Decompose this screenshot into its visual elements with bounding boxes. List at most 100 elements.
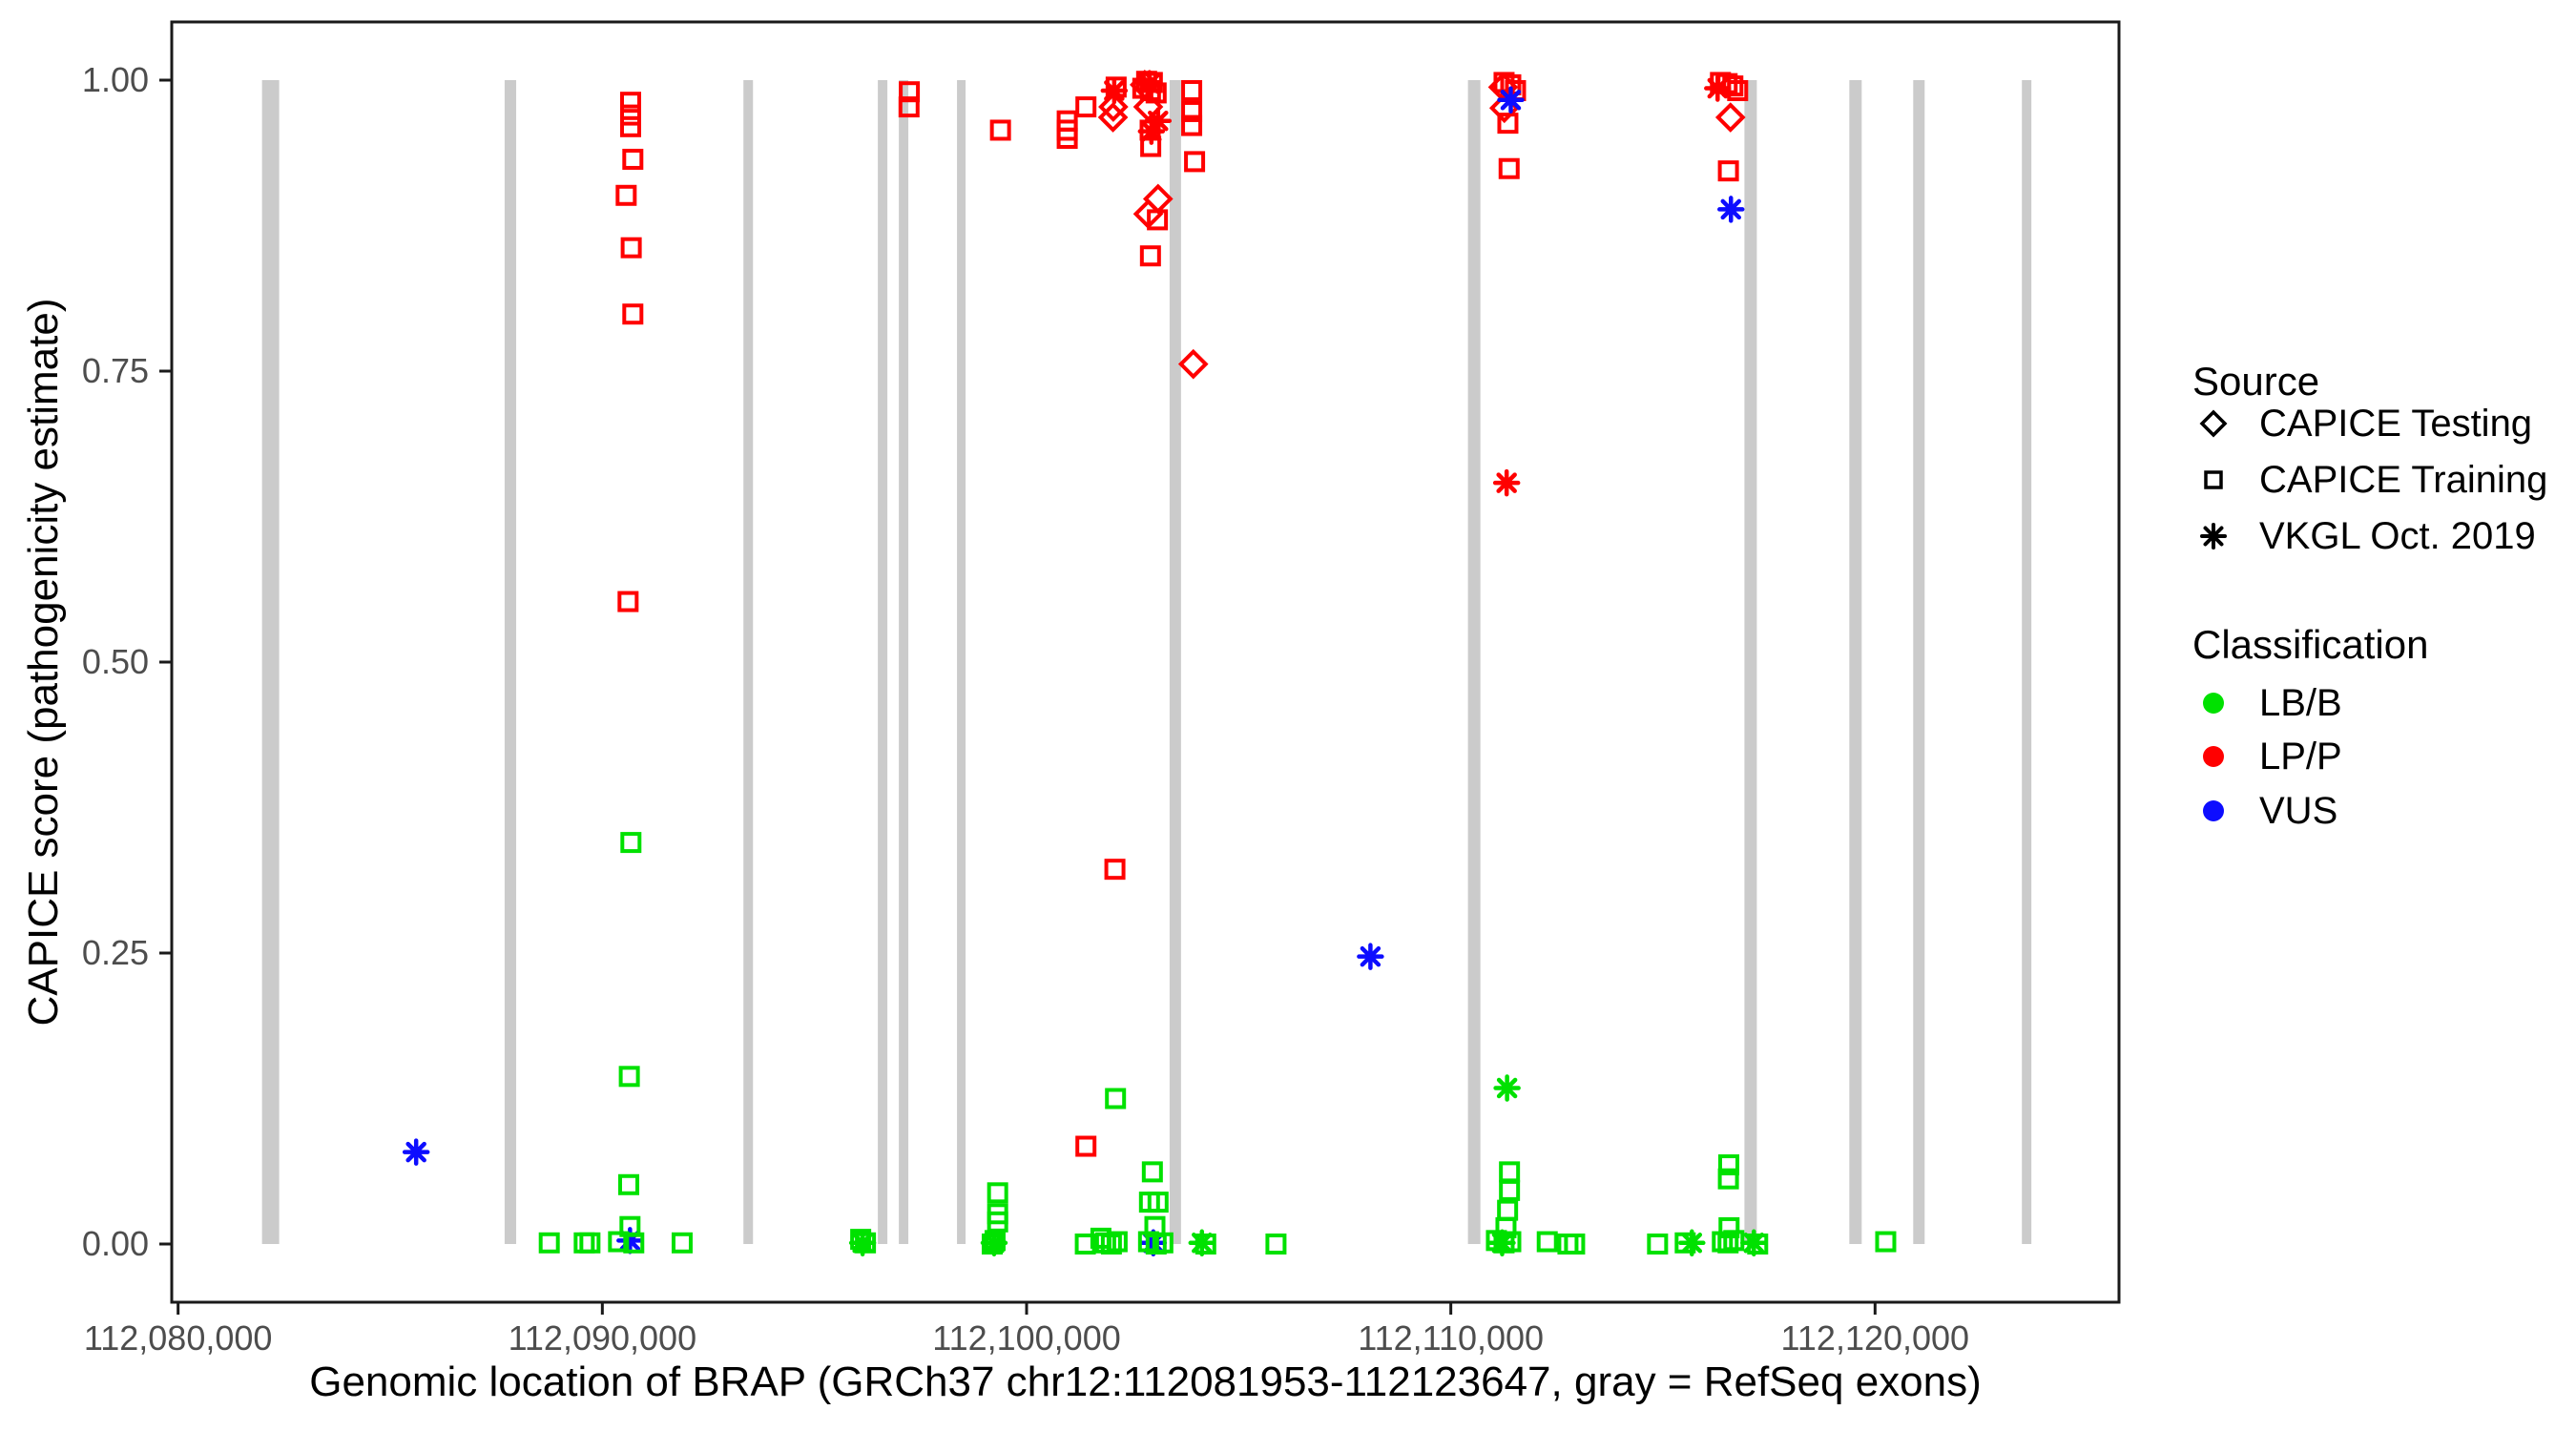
data-point-square bbox=[1875, 1231, 1897, 1253]
data-point-square bbox=[1564, 1234, 1586, 1255]
data-point-square bbox=[899, 81, 921, 103]
data-point-asterisk bbox=[1100, 76, 1129, 105]
legend-item-label: LB/B bbox=[2259, 681, 2342, 724]
data-point-diamond bbox=[1132, 198, 1164, 230]
legend-item-label: VUS bbox=[2259, 789, 2338, 832]
refseq-exon-bar bbox=[1169, 80, 1181, 1244]
refseq-exon-bar bbox=[1849, 80, 1862, 1244]
data-point-square bbox=[573, 1232, 595, 1254]
asterisk-icon bbox=[2200, 523, 2227, 550]
legend-item-label: CAPICE Testing bbox=[2259, 402, 2533, 445]
data-point-square bbox=[1181, 100, 1203, 122]
refseq-exon-bar bbox=[878, 80, 888, 1244]
data-point-square bbox=[615, 184, 637, 206]
data-point-square bbox=[1717, 1168, 1739, 1190]
data-point-square bbox=[1498, 157, 1520, 179]
legend-item-lpp: LP/P bbox=[2187, 734, 2342, 779]
data-point-square bbox=[1497, 1199, 1519, 1221]
x-tick-label: 112,090,000 bbox=[509, 1318, 697, 1358]
data-point-square bbox=[622, 303, 644, 325]
data-point-square bbox=[1557, 1234, 1579, 1255]
y-tick-label: 1.00 bbox=[82, 60, 149, 99]
data-point-diamond bbox=[1097, 102, 1129, 133]
data-point-square bbox=[1105, 1088, 1127, 1110]
data-point-square bbox=[1722, 75, 1744, 97]
y-tick-label: 0.00 bbox=[82, 1224, 149, 1263]
legend-item-label: VKGL Oct. 2019 bbox=[2259, 514, 2536, 557]
x-tick-label: 112,110,000 bbox=[1358, 1318, 1544, 1358]
data-point-square bbox=[1499, 1179, 1521, 1201]
legend-classification-title: Classification bbox=[2192, 622, 2429, 667]
x-tick-label: 112,120,000 bbox=[1781, 1318, 1970, 1358]
legend-item-label: LP/P bbox=[2259, 735, 2342, 778]
data-point-diamond bbox=[1142, 183, 1174, 215]
data-point-asterisk bbox=[1135, 70, 1164, 97]
data-point-square bbox=[898, 96, 920, 118]
data-point-asterisk bbox=[1678, 1229, 1706, 1257]
legend-item-label: CAPICE Training bbox=[2259, 458, 2548, 501]
data-point-square bbox=[1184, 151, 1206, 173]
vus-dot-icon bbox=[2203, 800, 2224, 821]
y-tick-label: 0.75 bbox=[82, 351, 149, 390]
diamond-icon bbox=[2199, 409, 2228, 438]
data-point-square bbox=[619, 115, 641, 137]
legend: Source CAPICE Testing CAPICE Training VK… bbox=[2187, 0, 2568, 1431]
data-point-square bbox=[617, 591, 639, 612]
legend-item-capice-training: CAPICE Training bbox=[2187, 457, 2547, 503]
data-point-diamond bbox=[1098, 92, 1129, 122]
refseq-exon-bar bbox=[261, 80, 280, 1244]
x-tick-label: 112,100,000 bbox=[932, 1318, 1121, 1358]
data-point-square bbox=[1723, 1230, 1745, 1252]
data-point-square bbox=[1075, 1135, 1097, 1157]
axes-layer: 112,080,000 112,090,000 112,100,000 112,110… bbox=[82, 60, 1969, 1358]
data-point-square bbox=[620, 237, 642, 259]
data-point-square bbox=[617, 1173, 639, 1195]
data-point-asterisk bbox=[1493, 1074, 1521, 1102]
legend-source-title: Source bbox=[2192, 359, 2320, 404]
refseq-exon-bar bbox=[899, 80, 909, 1244]
refseq-exons-layer bbox=[261, 80, 2032, 1244]
data-point-square bbox=[1106, 1231, 1128, 1253]
data-point-asterisk bbox=[616, 1227, 644, 1255]
data-point-asterisk bbox=[1137, 117, 1166, 145]
lbb-dot-icon bbox=[2203, 693, 2224, 714]
y-axis-title: CAPICE score (pathogenicity estimate) bbox=[20, 298, 67, 1027]
data-point-square bbox=[1717, 160, 1739, 182]
data-point-asterisk bbox=[1188, 1229, 1216, 1257]
data-point-square bbox=[1717, 1232, 1739, 1254]
refseq-exon-bar bbox=[957, 80, 966, 1244]
legend-item-vus: VUS bbox=[2187, 788, 2337, 834]
data-point-asterisk bbox=[1492, 468, 1521, 497]
data-point-square bbox=[622, 148, 644, 170]
legend-item-vkgl: VKGL Oct. 2019 bbox=[2187, 513, 2536, 559]
data-point-asterisk bbox=[1717, 196, 1745, 223]
data-point-square bbox=[620, 832, 642, 854]
data-point-square bbox=[623, 1232, 645, 1254]
data-point-asterisk bbox=[1740, 1229, 1768, 1257]
refseq-exon-bar bbox=[1913, 80, 1925, 1244]
refseq-exon-bar bbox=[504, 80, 517, 1244]
y-tick-label: 0.25 bbox=[82, 933, 149, 972]
panel-border bbox=[170, 20, 2121, 1304]
data-point-square bbox=[618, 1066, 640, 1088]
refseq-exon-bar bbox=[2022, 80, 2032, 1244]
data-point-square bbox=[671, 1232, 693, 1254]
data-point-asterisk bbox=[1144, 107, 1173, 135]
data-point-square bbox=[1265, 1234, 1287, 1255]
data-point-square bbox=[1104, 859, 1126, 881]
data-point-square bbox=[1152, 1232, 1174, 1254]
data-point-square bbox=[579, 1232, 601, 1254]
legend-item-capice-testing: CAPICE Testing bbox=[2187, 401, 2532, 446]
data-point-square bbox=[1727, 79, 1749, 101]
data-point-square bbox=[619, 104, 641, 126]
data-points-layer bbox=[402, 70, 1897, 1257]
square-icon bbox=[2204, 470, 2223, 489]
data-point-square bbox=[1718, 1216, 1740, 1238]
data-point-square bbox=[1141, 1161, 1163, 1183]
refseq-exon-bar bbox=[1467, 80, 1481, 1244]
data-point-asterisk bbox=[1497, 86, 1525, 114]
data-point-square bbox=[608, 1231, 630, 1253]
y-tick-label: 0.50 bbox=[82, 642, 149, 681]
